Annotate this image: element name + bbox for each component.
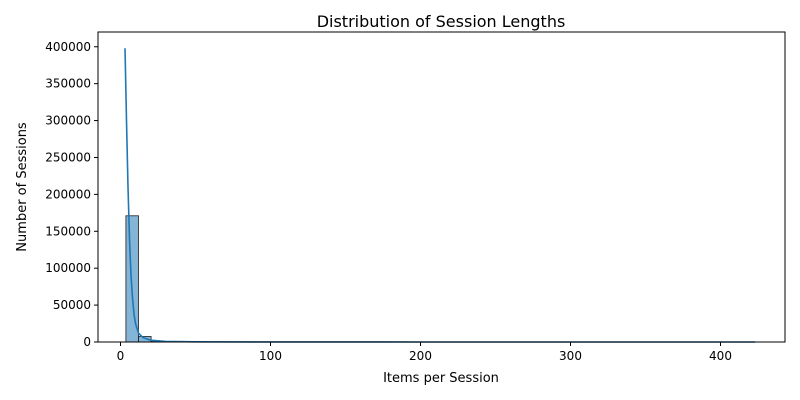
y-tick-label: 200000	[45, 187, 91, 201]
x-tick-label: 200	[409, 349, 432, 363]
x-axis-label: Items per Session	[383, 371, 499, 386]
x-axis: 0 100 200 300 400	[117, 342, 732, 363]
y-tick-label: 350000	[45, 77, 91, 91]
chart-title: Distribution of Session Lengths	[317, 12, 566, 31]
y-axis: 0 50000 100000 150000 200000 250000 300000 3500…	[45, 40, 98, 349]
x-tick-label: 0	[117, 349, 125, 363]
y-tick-label: 300000	[45, 114, 91, 128]
y-tick-label: 100000	[45, 261, 91, 275]
x-tick-label: 400	[709, 349, 732, 363]
y-axis-label: Number of Sessions	[15, 122, 30, 252]
y-tick-label: 50000	[53, 298, 91, 312]
density-curve-group	[124, 48, 755, 343]
y-tick-label: 0	[83, 335, 91, 349]
histogram-bars	[125, 215, 190, 343]
y-tick-label: 400000	[45, 40, 91, 54]
plot-frame	[97, 31, 786, 343]
x-tick-label: 300	[559, 349, 582, 363]
density-curve	[124, 48, 755, 343]
y-tick-label: 150000	[45, 224, 91, 238]
y-tick-label: 250000	[45, 150, 91, 164]
x-tick-label: 100	[259, 349, 282, 363]
histogram-bar-1	[125, 215, 139, 343]
